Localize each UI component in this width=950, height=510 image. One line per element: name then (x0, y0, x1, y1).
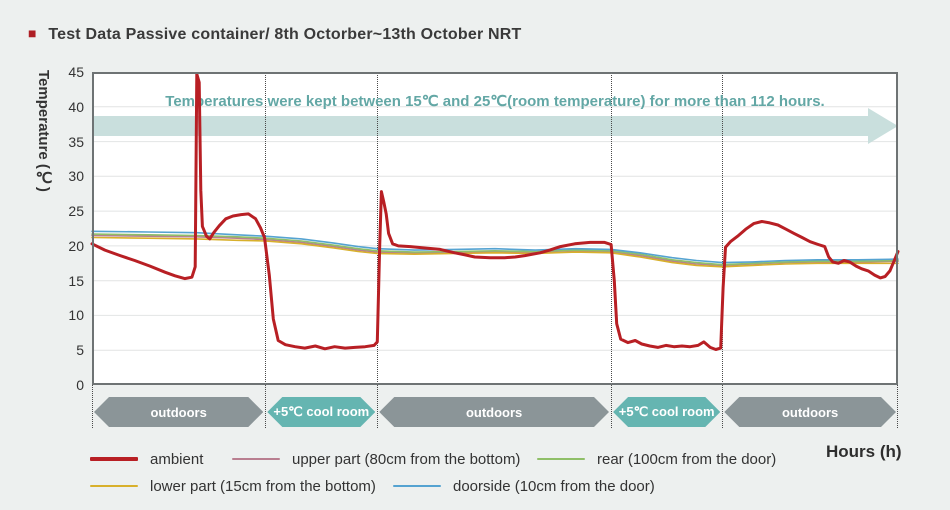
title-bullet-icon: ■ (28, 25, 37, 41)
legend-item-upper-part: upper part (80cm from the bottom) (232, 450, 520, 468)
condition-band: outdoors (379, 397, 609, 427)
duration-arrow-head-icon (868, 108, 898, 144)
condition-bands: outdoors +5℃ cool room outdoors +5℃ cool ro… (92, 397, 898, 427)
chart-title-text: Test Data Passive container/ 8th Octorbe… (48, 26, 522, 43)
y-tick-label: 25 (68, 203, 84, 220)
x-axis-label: Hours (h) (826, 442, 902, 461)
legend-item-doorside: doorside (10cm from the door) (393, 477, 655, 495)
y-tick-label: 5 (76, 342, 84, 359)
boundary-dotted-stub (92, 385, 93, 428)
y-tick-label: 30 (68, 168, 84, 185)
annotation-text: Temperatures were kept between 15℃ and 2… (165, 93, 825, 110)
condition-band: outdoors (724, 397, 896, 427)
legend-item-rear: rear (100cm from the door) (537, 450, 776, 468)
legend-label-ambient: ambient (150, 450, 204, 468)
condition-band-label: +5℃ cool room (273, 404, 370, 419)
legend-swatch-upper-part (232, 458, 280, 460)
data-series (90, 72, 900, 385)
legend-label-doorside: doorside (10cm from the door) (453, 477, 655, 495)
legend-swatch-rear (537, 458, 585, 460)
condition-band-label: +5℃ cool room (618, 404, 715, 419)
condition-band-label: outdoors (465, 404, 523, 420)
condition-band: +5℃ cool room (613, 397, 720, 427)
gridlines (92, 106, 898, 351)
boundary-dotted-line (722, 72, 724, 428)
y-tick-label: 10 (68, 307, 84, 324)
legend-swatch-ambient (90, 457, 138, 461)
plot-area: Temperatures were kept between 15℃ and 2… (90, 72, 900, 428)
legend-label-lower-part: lower part (15cm from the bottom) (150, 477, 376, 495)
y-tick-label: 15 (68, 272, 84, 289)
condition-band: outdoors (94, 397, 263, 427)
legend-item-lower-part: lower part (15cm from the bottom) (90, 477, 376, 495)
y-tick-label: 45 (68, 64, 84, 80)
boundary-dotted-line (377, 72, 379, 428)
condition-band: +5℃ cool room (267, 397, 375, 427)
y-tick-label: 35 (68, 133, 84, 150)
boundary-dotted-stub (897, 385, 898, 428)
legend-label-upper-part: upper part (80cm from the bottom) (292, 450, 521, 468)
y-axis-label: Temperature (℃) (35, 70, 52, 192)
condition-band-label: outdoors (781, 404, 839, 420)
legend-swatch-lower-part (90, 485, 138, 487)
legend-label-rear: rear (100cm from the door) (597, 450, 777, 468)
y-axis-ticks: 45 40 35 30 25 20 15 10 5 0 (52, 64, 84, 393)
legend-swatch-doorside (393, 485, 441, 487)
y-tick-label: 40 (68, 98, 84, 115)
duration-arrow-band (92, 116, 868, 136)
y-tick-label: 0 (76, 377, 84, 393)
chart-title: ■ Test Data Passive container/ 8th Octor… (28, 25, 522, 44)
y-tick-label: 20 (68, 237, 84, 254)
legend-item-ambient: ambient (90, 450, 203, 468)
condition-band-label: outdoors (150, 404, 207, 420)
